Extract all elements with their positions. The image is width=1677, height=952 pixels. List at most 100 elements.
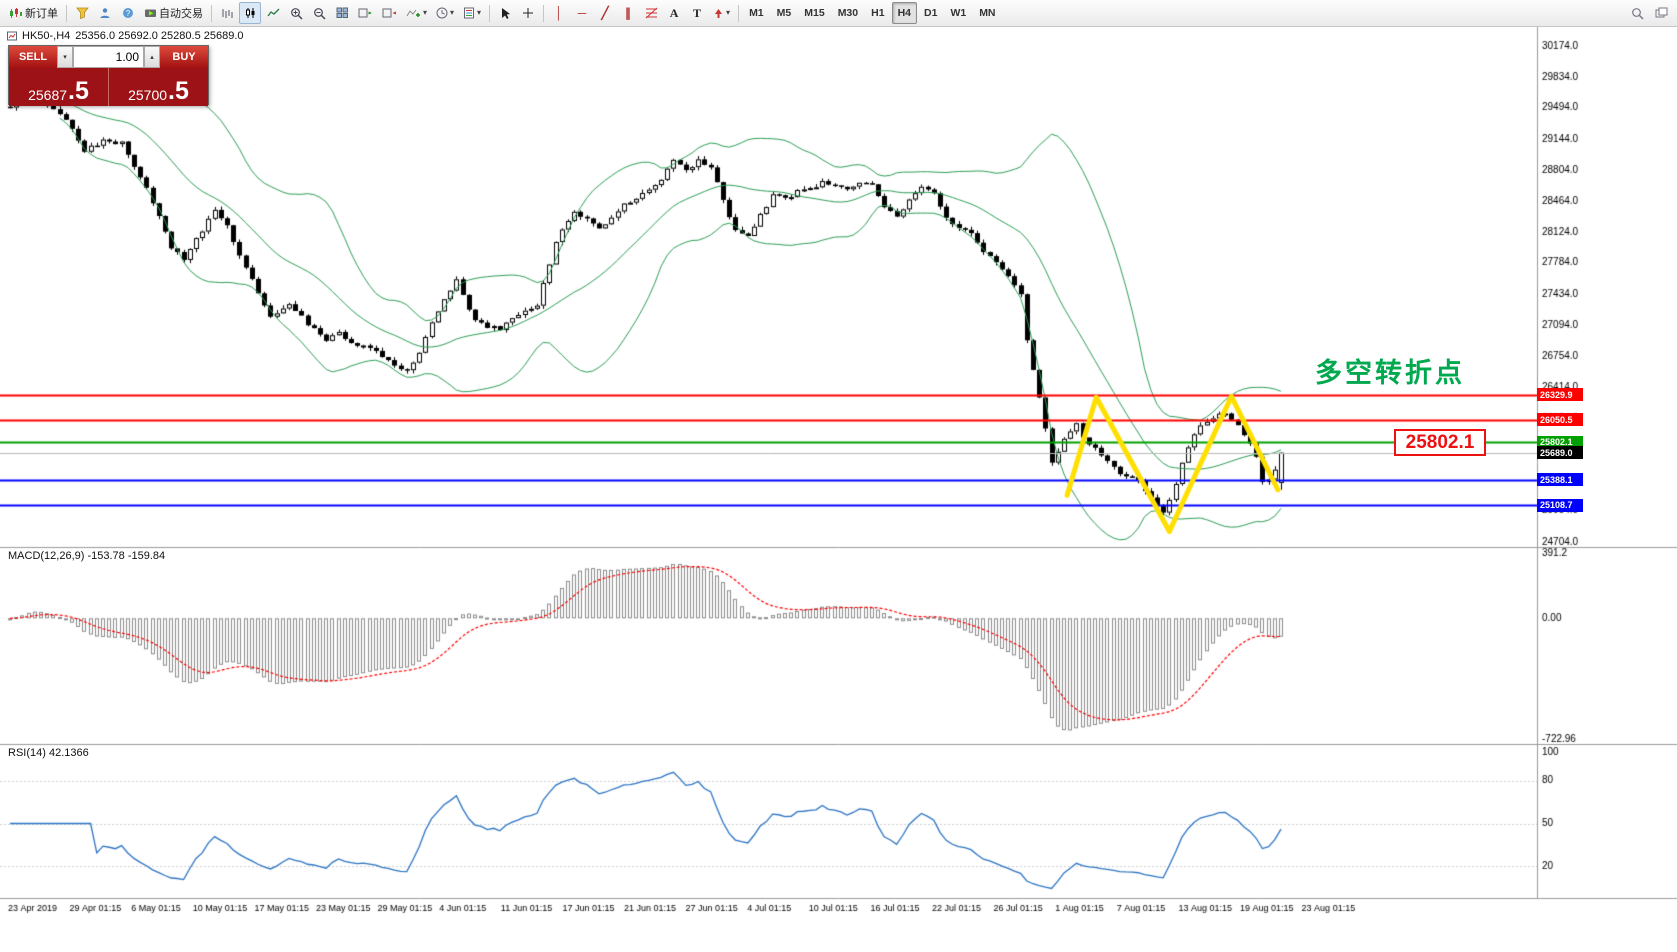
crosshair-icon xyxy=(523,8,534,18)
bar-chart-button[interactable] xyxy=(216,2,238,24)
caret-down-icon: ▾ xyxy=(423,8,428,17)
caret-down-icon: ▾ xyxy=(477,8,482,17)
timeframe-m1[interactable]: M1 xyxy=(743,2,770,24)
autotrading-button[interactable]: 自动交易 xyxy=(140,2,207,24)
macd-values: -153.78 -159.84 xyxy=(87,550,166,562)
ask-price[interactable]: 25700 .5 xyxy=(108,68,208,106)
toolbar-separator xyxy=(543,4,545,22)
help-button[interactable]: ? xyxy=(117,2,139,24)
timeframe-m30[interactable]: M30 xyxy=(832,2,864,24)
macd-name: MACD(12,26,9) xyxy=(8,550,85,562)
cursor-button[interactable] xyxy=(494,2,516,24)
search-button[interactable] xyxy=(1626,2,1648,24)
new-order-label: 新订单 xyxy=(25,8,58,20)
timeframe-h1[interactable]: H1 xyxy=(865,2,890,24)
zoom-in-icon xyxy=(290,7,303,20)
price-chart-canvas[interactable] xyxy=(0,27,1677,952)
templates-button[interactable]: ▾ xyxy=(459,2,485,24)
caret-down-icon: ▾ xyxy=(450,8,455,17)
rsi-label: RSI(14) 42.1366 xyxy=(8,747,89,759)
zoom-out-button[interactable] xyxy=(308,2,330,24)
indicators-button[interactable]: ▾ xyxy=(402,2,431,24)
autotrading-label: 自动交易 xyxy=(159,8,203,20)
timeframe-w1[interactable]: W1 xyxy=(944,2,972,24)
text-tool-button[interactable]: A xyxy=(663,2,685,24)
arrows-tool-button[interactable]: ▾ xyxy=(709,2,734,24)
price-tag: 25108.7 xyxy=(1537,498,1583,512)
ask-main: 25700 xyxy=(128,87,168,103)
price-callout[interactable]: 25802.1 xyxy=(1394,429,1486,456)
timeframe-m5[interactable]: M5 xyxy=(771,2,798,24)
bid-price[interactable]: 25687 .5 xyxy=(9,68,108,106)
one-click-trading-widget: SELL ▾ ▴ BUY 25687 .5 25700 .5 xyxy=(8,45,209,106)
rsi-name: RSI(14) xyxy=(8,747,46,759)
periods-button[interactable]: ▾ xyxy=(432,2,458,24)
auto-scroll-icon xyxy=(358,8,372,18)
trade-widget-controls: SELL ▾ ▴ BUY xyxy=(9,46,208,68)
price-tag: 26050.5 xyxy=(1537,413,1583,427)
bar-chart-icon xyxy=(222,9,232,18)
volume-up-button[interactable]: ▴ xyxy=(144,46,160,68)
new-order-button[interactable]: 新订单 xyxy=(5,2,62,24)
toolbar-right-group xyxy=(1626,2,1672,24)
chart-title-symbol: HK50-,H4 xyxy=(22,30,71,42)
crosshair-button[interactable] xyxy=(517,2,539,24)
zoom-in-button[interactable] xyxy=(285,2,307,24)
label-tool-button[interactable]: T xyxy=(686,2,708,24)
user-icon xyxy=(100,8,110,18)
trendline-button[interactable]: ╱ xyxy=(594,2,616,24)
candlestick-chart-button[interactable] xyxy=(239,2,261,24)
vertical-line-button[interactable]: │ xyxy=(548,2,570,24)
channel-button[interactable]: ∥ xyxy=(617,2,639,24)
fibonacci-button[interactable] xyxy=(640,2,662,24)
chart-window: HK50-,H4 25356.0 25692.0 25280.5 25689.0… xyxy=(0,27,1677,952)
toolbar-separator xyxy=(211,4,212,22)
timeframe-d1[interactable]: D1 xyxy=(918,2,943,24)
price-tag: 25388.1 xyxy=(1537,473,1583,487)
ask-fraction: .5 xyxy=(168,76,189,105)
trade-widget-prices: 25687 .5 25700 .5 xyxy=(9,68,208,106)
channel-icon: ∥ xyxy=(625,6,632,20)
toolbar-separator xyxy=(489,4,491,22)
macd-label: MACD(12,26,9) -153.78 -159.84 xyxy=(8,550,165,562)
price-tag: 26329.9 xyxy=(1537,388,1583,402)
bid-fraction: .5 xyxy=(68,76,89,105)
price-tag: 25689.0 xyxy=(1537,446,1583,460)
indicators-icon xyxy=(406,9,420,17)
horizontal-line-icon: ─ xyxy=(577,6,587,20)
trendline-icon: ╱ xyxy=(601,6,609,20)
chart-shift-icon xyxy=(382,8,396,18)
volume-down-button[interactable]: ▾ xyxy=(57,46,73,68)
chart-icon xyxy=(7,31,17,41)
rsi-value: 42.1366 xyxy=(48,747,89,759)
toolbar: 新订单 ? 自动交易 xyxy=(0,0,1677,27)
auto-scroll-button[interactable] xyxy=(354,2,377,24)
buy-button[interactable]: BUY xyxy=(160,46,208,68)
volume-input[interactable] xyxy=(73,46,144,68)
help-icon: ? xyxy=(123,8,133,18)
chart-shift-button[interactable] xyxy=(378,2,401,24)
sell-button[interactable]: SELL xyxy=(9,46,57,68)
data-window-button[interactable] xyxy=(94,2,116,24)
new-order-icon xyxy=(10,7,22,18)
timeframe-h4[interactable]: H4 xyxy=(891,2,917,24)
label-tool-icon: T xyxy=(693,6,702,20)
price-tag: 25802.1 xyxy=(1537,435,1583,449)
tile-windows-button[interactable] xyxy=(331,2,353,24)
window-button[interactable] xyxy=(1650,2,1672,24)
svg-text:?: ? xyxy=(126,9,131,18)
arrow-icon xyxy=(715,8,723,18)
window-icon xyxy=(1655,7,1667,18)
funnel-icon xyxy=(75,7,89,19)
zoom-out-icon xyxy=(313,7,326,20)
timeframe-mn[interactable]: MN xyxy=(973,2,1001,24)
chart-annotation-text[interactable]: 多空转折点 xyxy=(1315,358,1465,388)
caret-down-icon: ▾ xyxy=(726,8,731,17)
line-chart-button[interactable] xyxy=(262,2,284,24)
horizontal-line-button[interactable]: ─ xyxy=(571,2,593,24)
timeframe-m15[interactable]: M15 xyxy=(798,2,830,24)
profiles-button[interactable] xyxy=(71,2,93,24)
fibonacci-icon xyxy=(645,7,657,19)
search-icon xyxy=(1631,7,1644,20)
chart-title: HK50-,H4 25356.0 25692.0 25280.5 25689.0 xyxy=(7,30,244,42)
